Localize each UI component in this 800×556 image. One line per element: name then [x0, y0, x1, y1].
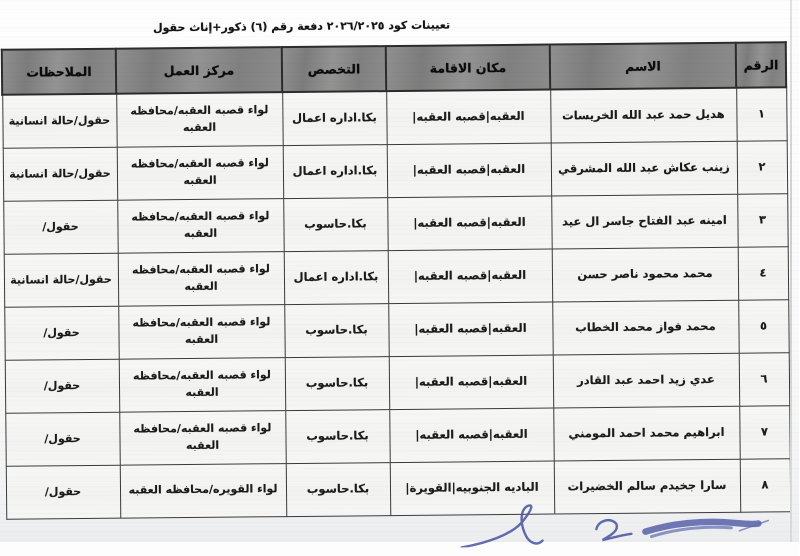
- cell-specialty: بكا.اداره اعمال: [283, 144, 389, 199]
- cell-name: زينب عكاش عبد الله المشرقي: [551, 140, 739, 196]
- cell-name: هديل حمد عبد الله الخريسات: [551, 87, 738, 143]
- table-row: ٥ محمد فواز محمد الخطاب العقبه|قصبه العق…: [5, 299, 790, 360]
- column-header-residence: مكان الاقامة: [386, 44, 552, 92]
- cell-number: ٤: [738, 246, 790, 300]
- cell-number: ٣: [738, 193, 789, 247]
- table-row: ١ هديل حمد عبد الله الخريسات العقبه|قصبه…: [3, 87, 788, 148]
- cell-notes: حقول/: [5, 305, 120, 360]
- table-row: ٦ عدي زيد احمد عبد القادر العقبه|قصبه ال…: [5, 352, 791, 413]
- cell-residence: العقبه|قصبه العقبه|: [390, 407, 555, 463]
- cell-specialty: بكا.اداره اعمال: [284, 250, 390, 305]
- table-row: ٤ محمد محمود ناصر حسن العقبه|قصبه العقبه…: [4, 246, 790, 307]
- cell-name: محمد محمود ناصر حسن: [552, 246, 740, 302]
- cell-specialty: بكا.اداره اعمال: [283, 91, 388, 146]
- column-header-specialty: التخصص: [282, 46, 388, 93]
- cell-residence: العقبه|قصبه العقبه|: [389, 301, 554, 357]
- cell-residence: العقبه|قصبه العقبه|: [387, 89, 552, 145]
- cell-work-center: لواء قصبه العقبه/محافظه العقبه: [117, 145, 285, 200]
- appointments-table: الرقم الاسم مكان الاقامة التخصص مركز الع…: [1, 41, 793, 520]
- cell-specialty: بكا.حاسوب: [286, 462, 392, 517]
- scan-page-edge: [791, 0, 793, 542]
- cell-work-center: لواء قصبه العقبه/محافظه العقبه: [117, 92, 284, 147]
- column-header-number: الرقم: [736, 42, 788, 88]
- signature: [422, 474, 800, 549]
- document-title: تعيينات كود ٢٠٢٦/٢٠٢٥ دفعة رقم (٦) ذكور+…: [154, 18, 452, 35]
- cell-notes: حقول/: [6, 411, 121, 466]
- table-header-row: الرقم الاسم مكان الاقامة التخصص مركز الع…: [2, 42, 788, 95]
- table-row: ٣ امينه عبد الفتاح جاسر ال عيد العقبه|قص…: [4, 193, 789, 254]
- table-body: ١ هديل حمد عبد الله الخريسات العقبه|قصبه…: [3, 87, 792, 519]
- column-header-work-center: مركز العمل: [116, 47, 284, 94]
- cell-work-center: لواء قصبه العقبه/محافظه العقبه: [118, 198, 285, 253]
- cell-specialty: بكا.حاسوب: [286, 409, 391, 464]
- cell-residence: العقبه|قصبه العقبه|: [387, 142, 553, 198]
- cell-notes: حقول/حالة انسانية: [3, 93, 118, 148]
- cell-notes: حقول/: [6, 464, 122, 519]
- cell-specialty: بكا.حاسوب: [285, 356, 391, 411]
- cell-number: ٢: [737, 140, 789, 194]
- cell-number: ٦: [739, 352, 791, 406]
- cell-name: ابراهيم محمد احمد المومني: [554, 405, 741, 461]
- cell-name: عدي زيد احمد عبد القادر: [553, 352, 741, 408]
- cell-work-center: لواء قصبه العقبه/محافظه العقبه: [118, 251, 286, 306]
- table-row: ٧ ابراهيم محمد احمد المومني العقبه|قصبه …: [6, 405, 791, 466]
- cell-number: ٥: [739, 299, 790, 353]
- cell-residence: العقبه|قصبه العقبه|: [388, 195, 553, 251]
- signature-ink-icon: [461, 504, 771, 549]
- cell-work-center: لواء قصبه العقبه/محافظه العقبه: [120, 410, 287, 465]
- column-header-notes: الملاحظات: [2, 48, 118, 95]
- cell-notes: حقول/: [4, 199, 119, 254]
- cell-work-center: لواء القويره/محافظه العقبه: [120, 463, 288, 518]
- cell-number: ١: [737, 87, 788, 141]
- cell-notes: حقول/حالة انسانية: [4, 252, 120, 307]
- cell-notes: حقول/حالة انسانية: [3, 146, 119, 201]
- cell-residence: العقبه|قصبه العقبه|: [388, 248, 554, 304]
- cell-work-center: لواء قصبه العقبه/محافظه العقبه: [119, 304, 286, 359]
- table-row: ٢ زينب عكاش عبد الله المشرقي العقبه|قصبه…: [3, 140, 789, 201]
- cell-notes: حقول/: [5, 358, 121, 413]
- cell-specialty: بكا.حاسوب: [285, 303, 390, 358]
- cell-name: امينه عبد الفتاح جاسر ال عيد: [552, 193, 739, 249]
- cell-work-center: لواء قصبه العقبه/محافظه العقبه: [119, 357, 287, 412]
- cell-specialty: بكا.حاسوب: [284, 197, 389, 252]
- cell-residence: العقبه|قصبه العقبه|: [389, 354, 555, 410]
- cell-number: ٧: [740, 405, 791, 459]
- column-header-name: الاسم: [550, 42, 738, 90]
- cell-name: محمد فواز محمد الخطاب: [553, 299, 740, 355]
